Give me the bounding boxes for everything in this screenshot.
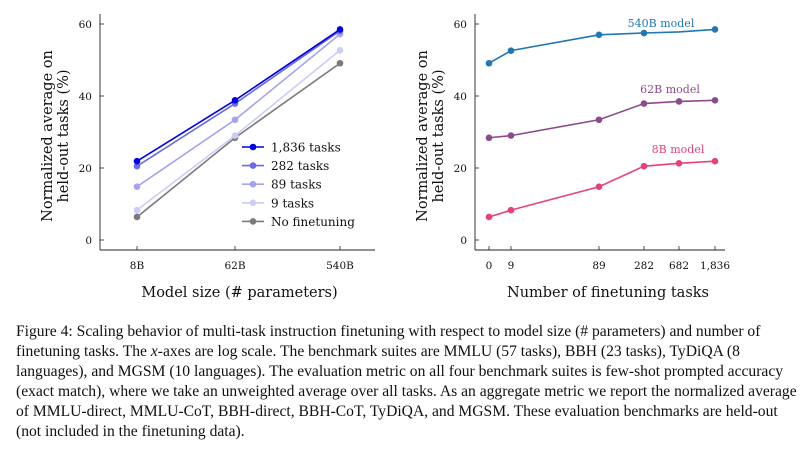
right-point-8b-model bbox=[675, 160, 683, 167]
left-y-axis-label-line: held-out tasks (%) bbox=[56, 69, 72, 202]
right-point-540b-model bbox=[485, 59, 493, 67]
figure: 0 20 40 60 8B 62B 540B Model size (# parameters… bbox=[40, 14, 730, 301]
left-ytick-label: 0 bbox=[85, 235, 92, 247]
left-ytick-label: 40 bbox=[79, 91, 92, 103]
left-point-282-tasks bbox=[133, 162, 141, 170]
right-xtick-label: 1,836 bbox=[700, 260, 730, 272]
series-annotation-540b-model: 540B model bbox=[628, 17, 695, 30]
right-point-8b-model bbox=[507, 206, 515, 214]
right-ytick-label: 40 bbox=[454, 91, 467, 103]
right-point-62b-model bbox=[640, 100, 648, 107]
left-point-1-836-tasks bbox=[336, 26, 344, 33]
figure-caption: Figure 4: Scaling behavior of multi-task… bbox=[16, 322, 800, 442]
right-point-540b-model bbox=[640, 29, 648, 37]
legend-label-no-finetuning: No finetuning bbox=[271, 215, 355, 229]
series-annotation-62b-model: 62B model bbox=[640, 83, 700, 96]
legend-marker-89-tasks bbox=[249, 180, 257, 188]
right-ytick-label: 0 bbox=[460, 235, 467, 247]
left-y-axis-label-line: Normalized average on bbox=[40, 50, 56, 222]
right-y-axis-label: Normalized average onheld-out tasks (%) bbox=[415, 50, 447, 222]
left-point-9-tasks bbox=[336, 46, 344, 54]
right-point-62b-model bbox=[507, 132, 515, 139]
right-point-540b-model bbox=[595, 31, 603, 39]
left-xtick-label: 8B bbox=[130, 260, 145, 272]
left-ytick-label: 20 bbox=[79, 163, 92, 175]
caption-text: Scaling behavior of multi-task instructi… bbox=[16, 323, 761, 360]
right-point-8b-model bbox=[595, 183, 603, 191]
left-point-1-836-tasks bbox=[231, 97, 239, 104]
right-point-62b-model bbox=[485, 134, 493, 142]
left-x-axis-label: Model size (# parameters) bbox=[141, 285, 337, 301]
right-line-62b-model bbox=[488, 99, 716, 139]
caption-text-2: -axes are log scale. The benchmark suite… bbox=[16, 343, 797, 440]
legend-marker-9-tasks bbox=[249, 199, 257, 207]
legend-label-89-tasks: 89 tasks bbox=[271, 178, 322, 192]
right-point-8b-model bbox=[711, 157, 719, 165]
right-line-8b-model bbox=[488, 160, 716, 218]
legend-label-9-tasks: 9 tasks bbox=[271, 196, 314, 210]
right-xtick-label: 0 bbox=[486, 260, 493, 272]
right-y-axis-label-line: held-out tasks (%) bbox=[431, 69, 447, 202]
left-point-9-tasks bbox=[133, 206, 141, 214]
right-y-axis-label-line: Normalized average on bbox=[415, 50, 431, 222]
charts-canvas: 0 20 40 60 8B 62B 540B Model size (# parameters… bbox=[40, 14, 730, 301]
right-point-62b-model bbox=[595, 116, 603, 124]
right-point-62b-model bbox=[711, 97, 719, 104]
left-point-89-tasks bbox=[231, 116, 239, 124]
left-point-1-836-tasks bbox=[133, 157, 141, 165]
caption-label: Figure 4: bbox=[16, 323, 73, 340]
left-y-axis-label: Normalized average onheld-out tasks (%) bbox=[40, 50, 72, 222]
legend-label-282-tasks: 282 tasks bbox=[271, 159, 329, 173]
right-point-62b-model bbox=[675, 98, 683, 105]
right-point-540b-model bbox=[711, 26, 719, 33]
legend-marker-no-finetuning bbox=[249, 218, 257, 225]
left-point-no-finetuning bbox=[336, 59, 344, 67]
legend-label-1-836-tasks: 1,836 tasks bbox=[271, 141, 341, 155]
right-ytick-label: 20 bbox=[454, 163, 467, 175]
left-xtick-label: 62B bbox=[224, 260, 245, 272]
right-point-8b-model bbox=[485, 213, 493, 221]
legend-marker-1-836-tasks bbox=[249, 143, 257, 151]
right-point-540b-model bbox=[507, 47, 515, 54]
left-point-no-finetuning bbox=[133, 213, 141, 221]
left-point-89-tasks bbox=[133, 183, 141, 191]
right-xtick-label: 682 bbox=[669, 260, 689, 272]
right-x-axis-label: Number of finetuning tasks bbox=[507, 285, 709, 301]
caption-x-variable: x bbox=[150, 343, 158, 360]
series-annotation-8b-model: 8B model bbox=[652, 143, 705, 156]
right-point-8b-model bbox=[640, 162, 648, 170]
right-xtick-label: 282 bbox=[634, 260, 654, 272]
left-xtick-label: 540B bbox=[326, 260, 354, 272]
right-line-540b-model bbox=[488, 28, 716, 64]
right-xtick-label: 89 bbox=[592, 260, 605, 272]
left-point-9-tasks bbox=[231, 132, 239, 139]
right-ytick-label: 60 bbox=[454, 19, 467, 31]
left-ytick-label: 60 bbox=[79, 19, 92, 31]
legend-marker-282-tasks bbox=[249, 162, 257, 169]
right-xtick-label: 9 bbox=[508, 260, 515, 272]
